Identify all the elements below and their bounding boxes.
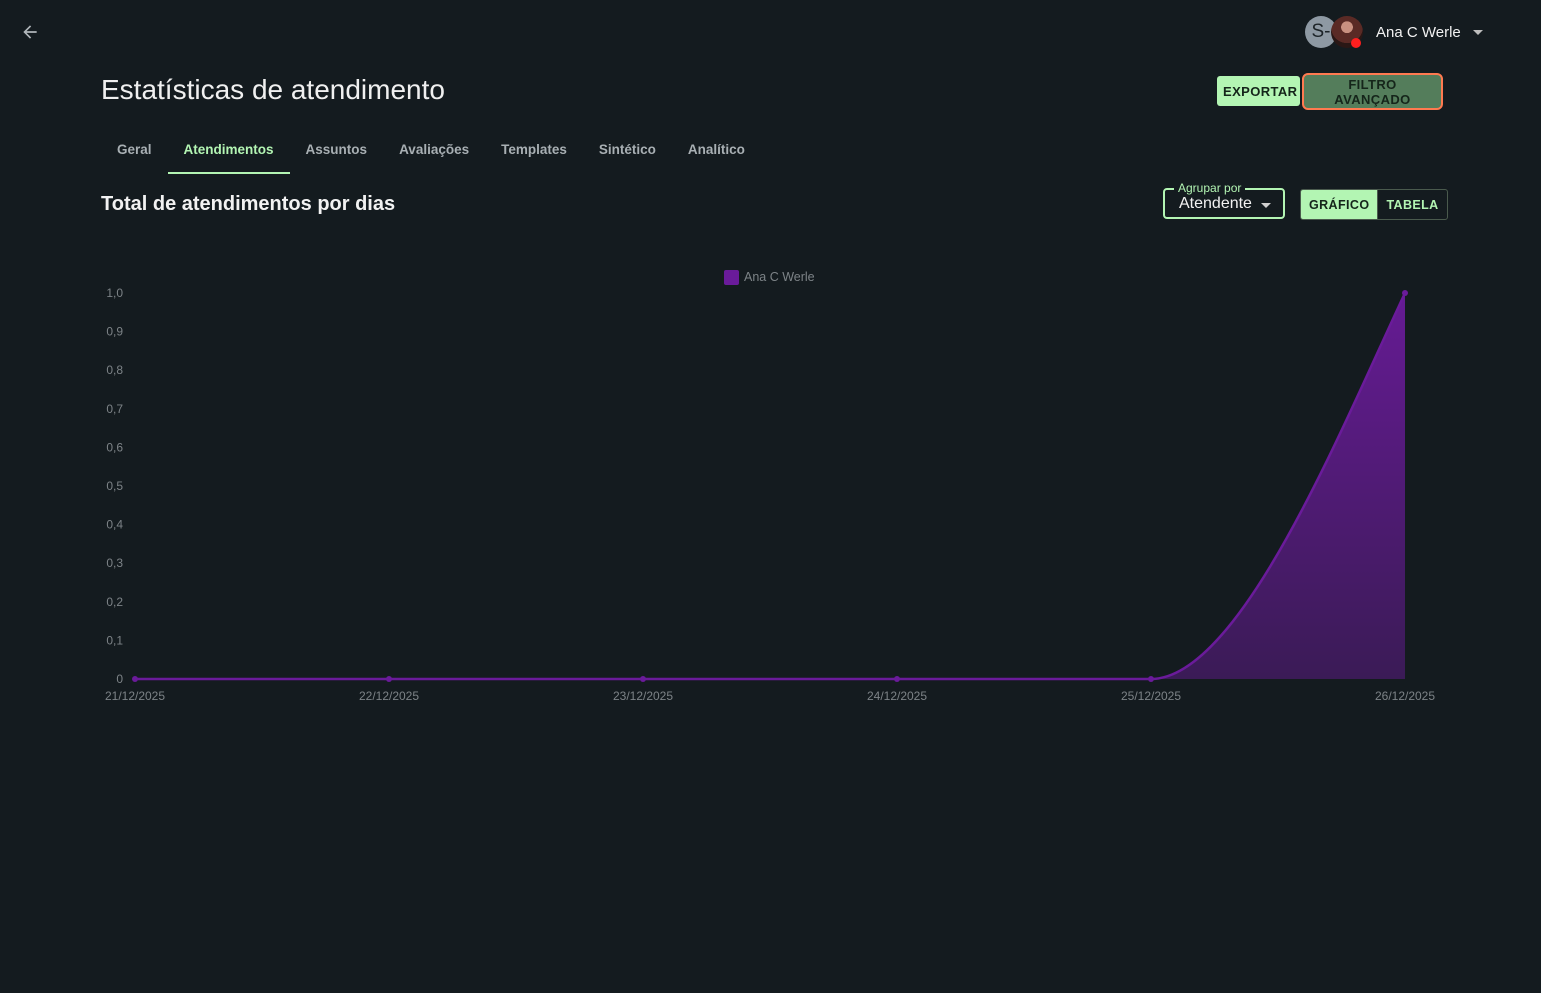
group-by-select[interactable]: Agrupar por Atendente [1163,181,1285,219]
data-point[interactable] [1148,676,1154,682]
legend-swatch [724,270,739,285]
section-title: Total de atendimentos por dias [101,193,396,215]
advanced-filter-button[interactable]: FILTRO AVANÇADO [1302,73,1443,110]
y-tick-label: 0,5 [106,479,123,493]
y-tick-label: 0,3 [106,556,123,570]
x-tick-label: 26/12/2025 [1375,689,1435,703]
avatar-initial: S- [1305,16,1337,48]
view-toggle: GRÁFICO TABELA [1300,189,1448,220]
status-badge [1351,38,1361,48]
view-chart-button[interactable]: GRÁFICO [1301,190,1378,219]
series-line [135,292,1407,681]
tab-assuntos[interactable]: Assuntos [305,141,368,157]
avatar-group: S- [1304,15,1364,49]
arrow-left-icon [23,25,37,39]
y-tick-label: 1,0 [106,286,123,300]
view-table-button[interactable]: TABELA [1377,190,1446,219]
y-tick-label: 0,6 [106,440,123,454]
y-tick-label: 0,9 [106,325,123,339]
x-tick-label: 22/12/2025 [359,689,419,703]
series-area [135,293,1405,679]
user-menu[interactable]: S- Ana C Werle [1304,15,1483,49]
y-tick-label: 0,1 [106,633,123,647]
tab-analitico[interactable]: Analítico [687,141,745,157]
chevron-down-icon [1472,29,1483,35]
tab-avaliacoes[interactable]: Avaliações [399,141,470,157]
export-button[interactable]: EXPORTAR [1217,76,1300,106]
group-by-label: Agrupar por [1174,181,1246,195]
tab-atendimentos[interactable]: Atendimentos [167,126,290,174]
group-by-value: Atendente [1179,195,1252,212]
tab-bar: Geral Atendimentos Assuntos Avaliações T… [101,126,761,174]
page-title: Estatísticas de atendimento [101,74,445,105]
legend-label: Ana C Werle [744,270,815,284]
tab-sintetico[interactable]: Sintético [598,141,656,157]
back-button[interactable] [14,16,46,48]
data-point[interactable] [894,676,900,682]
data-point[interactable] [640,676,646,682]
x-tick-label: 23/12/2025 [613,689,673,703]
data-point[interactable] [132,676,138,682]
y-tick-label: 0,4 [106,518,123,532]
chevron-down-icon [1261,203,1271,208]
y-tick-label: 0,2 [106,595,123,609]
x-tick-label: 25/12/2025 [1121,689,1181,703]
data-point[interactable] [386,676,392,682]
data-point[interactable] [1402,290,1408,296]
x-tick-label: 24/12/2025 [867,689,927,703]
user-name: Ana C Werle [1376,23,1461,41]
x-tick-label: 21/12/2025 [105,689,165,703]
y-tick-label: 0 [116,672,123,686]
y-tick-label: 0,8 [106,363,123,377]
y-tick-label: 0,7 [106,402,123,416]
tab-templates[interactable]: Templates [501,141,567,157]
tab-geral[interactable]: Geral [117,141,152,157]
